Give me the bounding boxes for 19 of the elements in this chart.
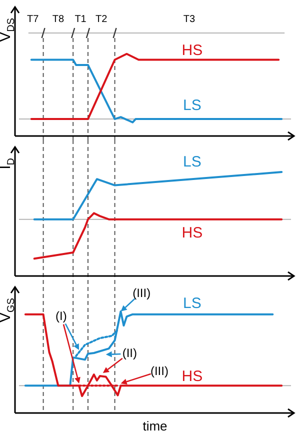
y-axis-title: VDS: [0, 18, 17, 42]
y-axis-title: VGS: [0, 298, 17, 322]
series-label: LS: [183, 295, 202, 312]
annotation: (II): [122, 346, 138, 360]
x-axis-title: time: [142, 418, 168, 434]
series-label: LS: [183, 154, 202, 171]
series-label: HS: [182, 224, 203, 242]
text: T7: [27, 14, 40, 25]
series-label: LS: [183, 97, 202, 114]
text: T2: [96, 14, 108, 25]
text: T3: [183, 14, 196, 25]
text: T8: [52, 14, 64, 25]
text: (III): [132, 286, 151, 300]
annotation: (I): [56, 308, 67, 323]
y-axis-title: ID: [0, 158, 17, 170]
series-label: HS: [182, 42, 203, 59]
text: T1: [74, 14, 87, 25]
legend-label: HS: [182, 368, 203, 385]
annotation: (III): [150, 364, 168, 378]
